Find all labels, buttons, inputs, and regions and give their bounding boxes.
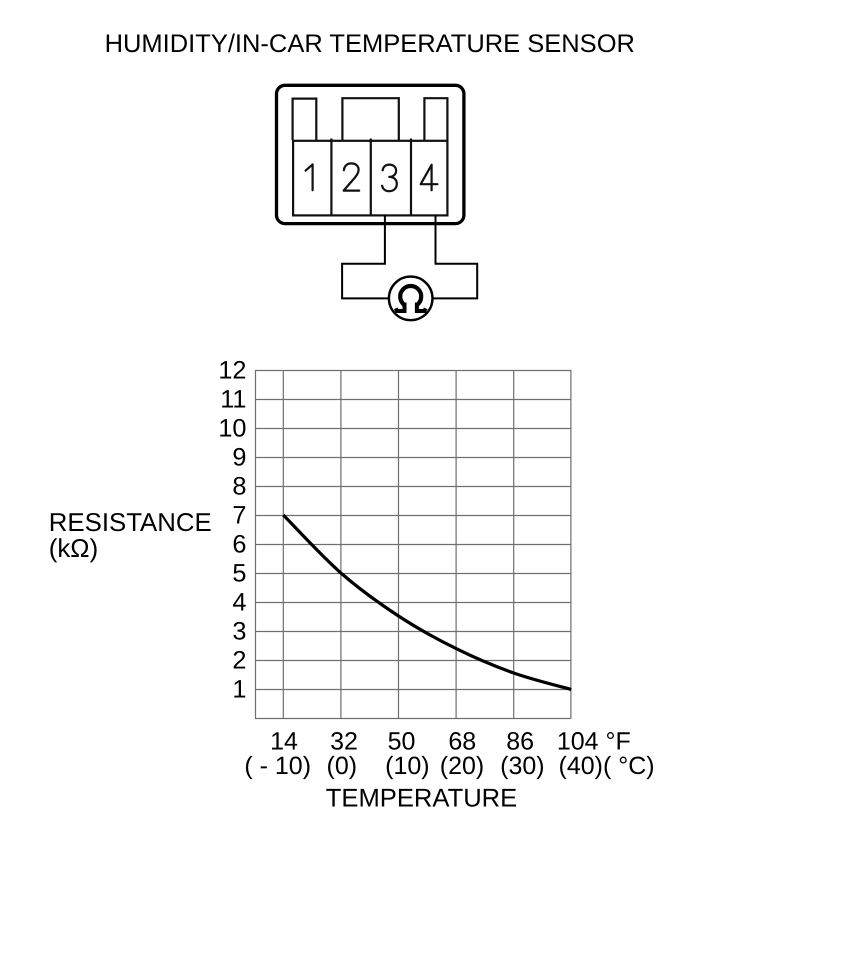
svg-text:12: 12 [218,356,246,384]
svg-text:TEMPERATURE: TEMPERATURE [326,785,518,813]
svg-text:RESISTANCE: RESISTANCE [49,509,212,537]
svg-text:32: 32 [330,728,358,756]
svg-text:14: 14 [270,728,298,756]
svg-text:6: 6 [232,530,246,558]
svg-text:(40)( °C): (40)( °C) [559,752,655,780]
svg-text:4: 4 [232,588,246,616]
svg-text:(30): (30) [500,752,544,780]
svg-text:7: 7 [232,501,246,529]
svg-text:(0): (0) [327,752,358,780]
svg-text:2: 2 [232,646,246,674]
svg-text:HUMIDITY/IN-CAR TEMPERATURE SE: HUMIDITY/IN-CAR TEMPERATURE SENSOR [105,30,635,58]
svg-text:11: 11 [220,385,246,413]
svg-text:50: 50 [388,728,416,756]
svg-text:(kΩ): (kΩ) [49,535,98,563]
svg-text:1: 1 [232,675,246,703]
svg-text:(20): (20) [440,752,484,780]
svg-text:104: 104 [557,728,599,756]
svg-text:3: 3 [232,617,246,645]
svg-text:5: 5 [232,559,246,587]
svg-text:8: 8 [232,472,246,500]
svg-text:°F: °F [606,728,631,756]
svg-text:86: 86 [506,728,534,756]
svg-text:10: 10 [218,414,246,442]
svg-text:(10): (10) [385,752,429,780]
svg-text:68: 68 [448,728,476,756]
svg-text:( - 10): ( - 10) [244,752,311,780]
svg-text:9: 9 [232,443,246,471]
